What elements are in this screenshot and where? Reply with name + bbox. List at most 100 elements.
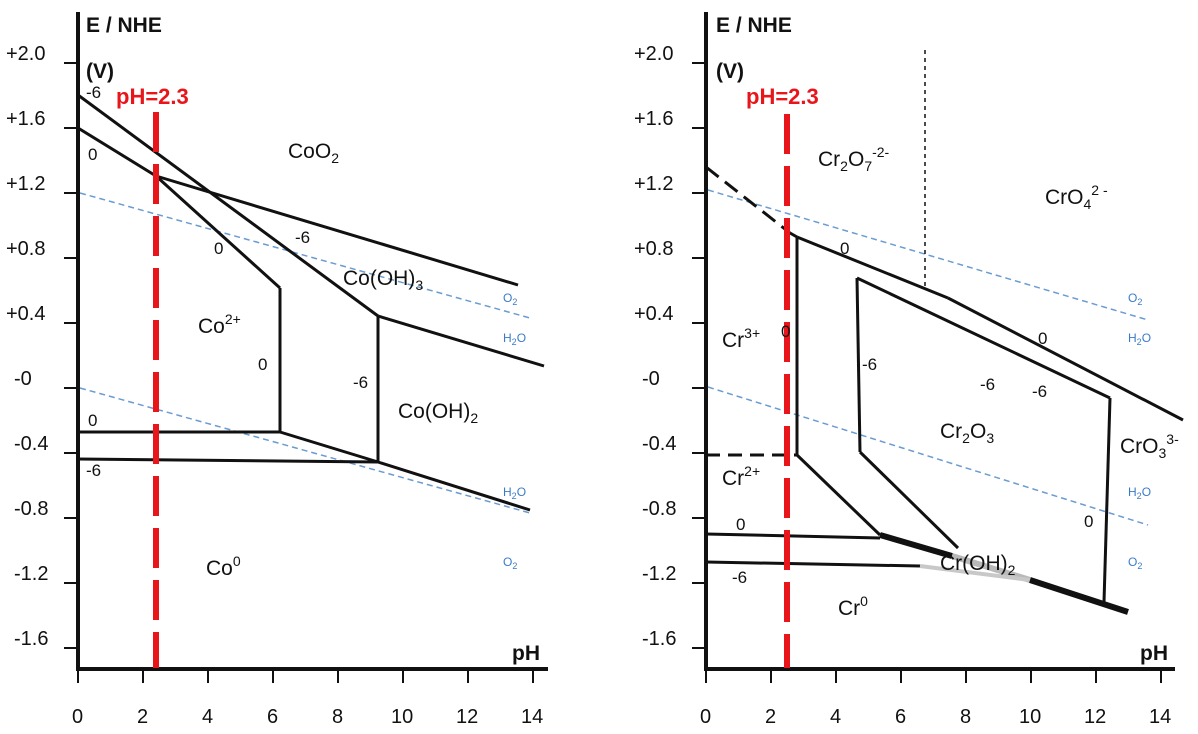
- left-water-line-lower: [79, 387, 531, 514]
- concentration-label: 0: [1084, 512, 1093, 531]
- cr-dashed-upper: [705, 165, 791, 235]
- x-tick-label: 8: [960, 706, 971, 728]
- concentration-label: -6: [732, 568, 747, 587]
- x-tick-label: 12: [456, 706, 478, 728]
- y-tick-label: -0.4: [14, 433, 48, 455]
- concentration-label: -6: [1032, 382, 1047, 401]
- y-tick-label: +0.8: [634, 238, 673, 260]
- cr-grey-boundary-2: [919, 564, 1031, 582]
- cr-thick-boundary-2: [1029, 577, 1129, 615]
- y-tick-label: +0.4: [634, 303, 673, 325]
- right-x-tick-labels: 0 2 4 6 8 10 12 14: [700, 706, 1171, 728]
- y-tick-label: +1.6: [634, 108, 673, 130]
- concentration-label: -6: [353, 373, 368, 392]
- right-y-ticks: [692, 62, 706, 649]
- left-o2-label-bottom: O2: [503, 555, 517, 571]
- right-y-axis-unit: (V): [716, 60, 744, 83]
- concentration-label: 0: [258, 355, 267, 374]
- x-tick-label: 2: [765, 706, 776, 728]
- cooh2-label: Co(OH)2: [398, 400, 478, 426]
- left-x-ticks: [77, 669, 534, 683]
- left-y-axis-title: E / NHE: [86, 14, 162, 37]
- coo2-label: CoO2: [288, 140, 339, 166]
- right-y-axis-title: E / NHE: [716, 14, 792, 37]
- cobalt-boundaries: [77, 93, 545, 512]
- y-tick-label: -1.6: [642, 628, 676, 650]
- right-h2o-label-top: H2O: [1128, 331, 1151, 347]
- left-o2-label-top: O2: [503, 291, 517, 307]
- x-tick-label: 14: [1149, 706, 1171, 728]
- y-tick-label: +1.6: [6, 108, 45, 130]
- left-y-tick-labels: +2.0 +1.6 +1.2 +0.8 +0.4 -0 -0.4 -0.8 -1…: [6, 43, 48, 650]
- cr2o7-label: Cr2O7-2-: [818, 144, 890, 174]
- concentration-label: 0: [781, 322, 790, 341]
- crooh2-label: Cr(OH)2: [940, 552, 1016, 578]
- right-x-ticks: [705, 669, 1162, 683]
- right-x-axis-title: pH: [1140, 642, 1168, 665]
- right-y-tick-labels: +2.0 +1.6 +1.2 +0.8 +0.4 -0 -0.4 -0.8 -1…: [634, 43, 676, 650]
- concentration-label: -6: [295, 228, 310, 247]
- x-tick-label: 2: [137, 706, 148, 728]
- concentration-label: 0: [840, 239, 849, 258]
- x-tick-label: 12: [1084, 706, 1106, 728]
- x-tick-label: 6: [267, 706, 278, 728]
- x-tick-label: 0: [72, 706, 83, 728]
- y-tick-label: +0.4: [6, 303, 45, 325]
- cr-grey-boundary: [951, 553, 1031, 583]
- y-tick-label: -0: [14, 368, 32, 390]
- y-tick-label: -1.2: [14, 563, 48, 585]
- left-h2o-label-bottom: H2O: [503, 485, 526, 501]
- concentration-label: -6: [86, 83, 101, 102]
- concentration-label: 0: [736, 515, 745, 534]
- y-tick-label: +2.0: [6, 43, 45, 65]
- concentration-label: 0: [88, 411, 97, 430]
- x-tick-label: 10: [391, 706, 413, 728]
- x-tick-label: 10: [1019, 706, 1041, 728]
- concentration-label: 0: [88, 145, 97, 164]
- x-tick-label: 4: [830, 706, 841, 728]
- cr2plus-label: Cr2+: [722, 463, 760, 490]
- left-water-line-upper: [79, 192, 531, 319]
- left-h2o-label-top: H2O: [503, 331, 526, 347]
- y-tick-label: -1.6: [14, 628, 48, 650]
- cobalt-panel: +2.0 +1.6 +1.2 +0.8 +0.4 -0 -0.4 -0.8 -1…: [6, 12, 548, 728]
- co0-label: Co0: [206, 553, 241, 580]
- right-ph-marker-label: pH=2.3: [746, 84, 819, 109]
- x-tick-label: 4: [202, 706, 213, 728]
- left-x-axis-title: pH: [512, 642, 540, 665]
- right-water-line-upper: [707, 189, 1149, 321]
- concentration-label: -6: [862, 355, 877, 374]
- left-y-ticks: [64, 62, 78, 649]
- cr3plus-label: Cr3+: [722, 325, 760, 352]
- right-o2-label-top: O2: [1128, 291, 1142, 307]
- y-tick-label: +0.8: [6, 238, 45, 260]
- cro4-label: CrO42 -: [1045, 182, 1108, 212]
- left-ph-marker-label: pH=2.3: [116, 84, 189, 109]
- left-x-tick-labels: 0 2 4 6 8 10 12 14: [72, 706, 543, 728]
- cro3-label: CrO33-: [1120, 431, 1179, 461]
- left-y-axis-unit: (V): [86, 60, 114, 83]
- x-tick-label: 6: [895, 706, 906, 728]
- concentration-label: 0: [1038, 329, 1047, 348]
- cr0-label: Cr0: [838, 593, 868, 620]
- y-tick-label: -0: [642, 368, 660, 390]
- concentration-label: 0: [214, 239, 223, 258]
- y-tick-label: -0.8: [642, 498, 676, 520]
- x-tick-label: 14: [521, 706, 543, 728]
- y-tick-label: -1.2: [642, 563, 676, 585]
- y-tick-label: +1.2: [6, 173, 45, 195]
- y-tick-label: -0.8: [14, 498, 48, 520]
- y-tick-label: -0.4: [642, 433, 676, 455]
- cooh3-label: Co(OH)3: [343, 267, 423, 293]
- cr-thick-boundary-1: [879, 532, 953, 559]
- concentration-label: -6: [980, 375, 995, 394]
- cr2o3-label: Cr2O3: [940, 420, 994, 446]
- co2plus-label: Co2+: [198, 311, 241, 338]
- right-o2-label-bottom: O2: [1128, 555, 1142, 571]
- right-h2o-label-bottom: H2O: [1128, 485, 1151, 501]
- chromium-panel: +2.0 +1.6 +1.2 +0.8 +0.4 -0 -0.4 -0.8 -1…: [634, 12, 1184, 728]
- x-tick-label: 0: [700, 706, 711, 728]
- x-tick-label: 8: [332, 706, 343, 728]
- right-water-line-lower: [707, 386, 1149, 526]
